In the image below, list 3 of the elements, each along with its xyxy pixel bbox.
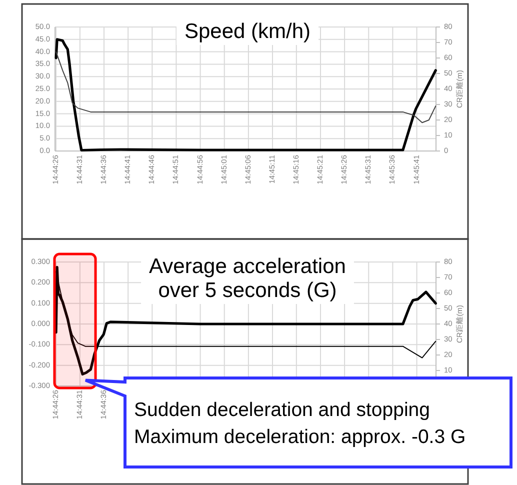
annotation: Sudden deceleration and stopping Maximum deceleration: approx. -0.3 G (134, 399, 466, 448)
chart-title: Average acceleration over 5 seconds (G) (149, 255, 346, 302)
chart-title: Speed (km/h) (184, 20, 311, 43)
